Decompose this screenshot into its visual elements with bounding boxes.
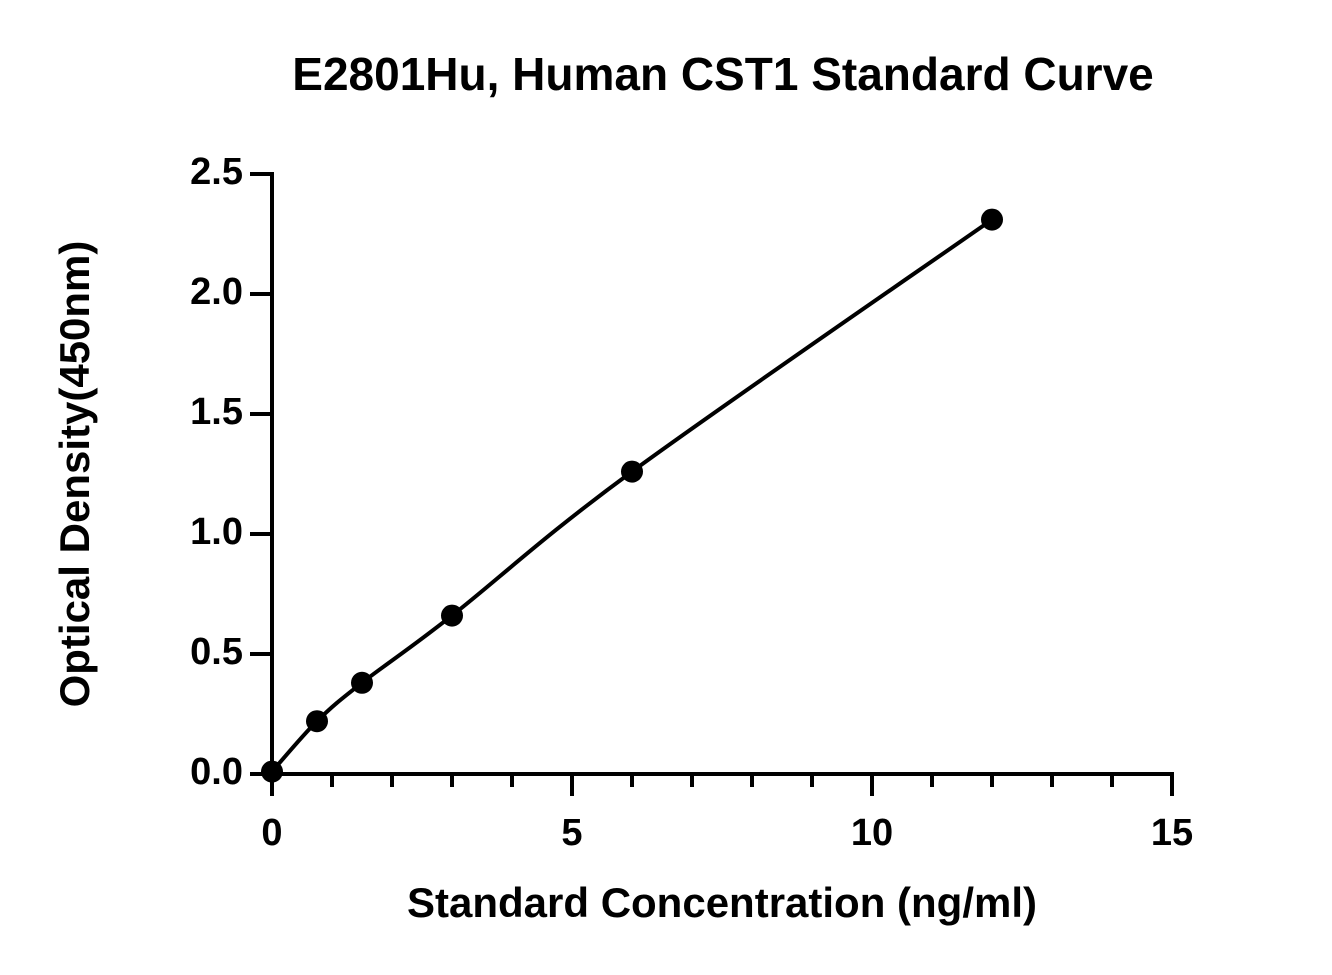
x-tick-label: 0 [261,812,282,854]
fit-curve [270,217,994,773]
data-point [981,208,1003,231]
x-tick-label: 5 [561,812,582,854]
y-tick-label: 1.0 [190,511,243,553]
y-tick-label: 2.0 [190,271,243,313]
data-point [621,460,643,483]
data-point [306,710,328,733]
y-axis-label: Optical Density(450nm) [51,241,98,708]
data-point [441,604,463,627]
x-tick-label: 10 [851,812,893,854]
x-axis-label: Standard Concentration (ng/ml) [407,879,1037,926]
y-tick-label: 1.5 [190,391,243,433]
data-point [351,671,373,694]
chart-title: E2801Hu, Human CST1 Standard Curve [292,48,1153,100]
y-tick-label: 2.5 [190,151,243,193]
y-tick-label: 0.5 [190,631,243,673]
x-tick-label: 15 [1151,812,1193,854]
data-point [261,760,283,783]
y-tick-label: 0.0 [190,751,243,793]
